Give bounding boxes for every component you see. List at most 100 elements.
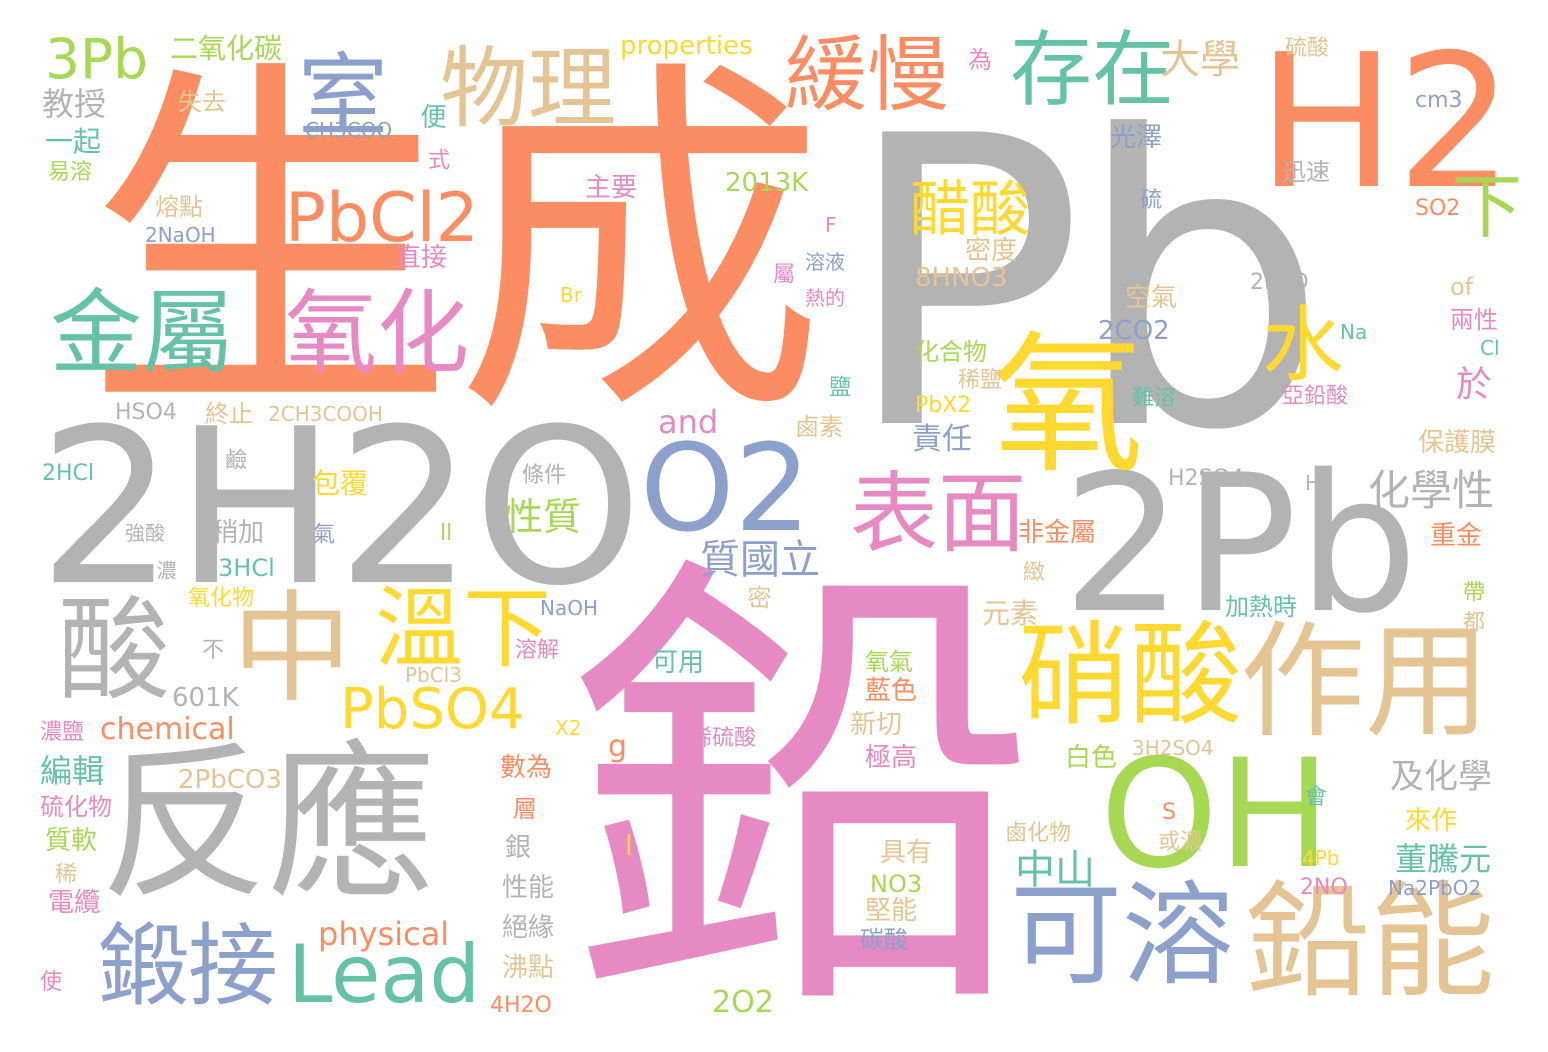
word-加熱時: 加熱時 bbox=[1225, 593, 1297, 621]
word-稍加: 稍加 bbox=[212, 518, 265, 548]
word-F: F bbox=[825, 213, 837, 237]
word-物理: 物理 bbox=[440, 37, 617, 140]
word-保護膜: 保護膜 bbox=[1418, 428, 1497, 458]
word-鹽: 鹽 bbox=[825, 375, 850, 399]
word-3H2SO4: 3H2SO4 bbox=[1132, 736, 1214, 760]
word-H: H bbox=[1305, 471, 1321, 495]
word-光澤: 光澤 bbox=[1110, 123, 1163, 153]
word-易溶: 易溶 bbox=[48, 160, 93, 185]
word-直接: 直接 bbox=[395, 243, 448, 273]
word-中山: 中山 bbox=[1015, 847, 1095, 893]
word-氧化: 氧化 bbox=[285, 280, 470, 387]
word-cm3: cm3 bbox=[1415, 88, 1463, 113]
word-溶解: 溶解 bbox=[515, 638, 560, 663]
word-難溶: 難溶 bbox=[1132, 386, 1177, 411]
word-緻: 緻 bbox=[1019, 560, 1044, 584]
word-稀硫酸: 稀硫酸 bbox=[690, 726, 757, 751]
word-鹵素: 鹵素 bbox=[795, 413, 843, 441]
word-空氣: 空氣 bbox=[1125, 283, 1178, 313]
word-條件: 條件 bbox=[522, 463, 567, 488]
word-醋酸: 醋酸 bbox=[910, 175, 1030, 245]
word-鹼: 鹼 bbox=[221, 448, 246, 472]
word-屬: 屬 bbox=[769, 262, 794, 286]
word-電纜: 電纜 bbox=[48, 888, 101, 918]
word-作用: 作用 bbox=[1240, 610, 1490, 755]
word-properties: properties bbox=[620, 31, 753, 61]
word-Pb: Pb bbox=[843, 53, 1328, 518]
word-硝酸: 硝酸 bbox=[1018, 611, 1242, 741]
word-董騰元: 董騰元 bbox=[1395, 840, 1492, 878]
word-2PbCO3: 2PbCO3 bbox=[178, 765, 282, 795]
word-鹵化物: 鹵化物 bbox=[1005, 821, 1072, 846]
word-熱的: 熱的 bbox=[805, 286, 845, 310]
word-絕緣: 絕緣 bbox=[502, 913, 555, 943]
word-g: g bbox=[608, 729, 628, 764]
word-PbCl2: PbCl2 bbox=[285, 179, 479, 258]
word-硫: 硫 bbox=[1140, 188, 1163, 213]
word-X2: X2 bbox=[555, 716, 582, 740]
word-鉛能: 鉛能 bbox=[1245, 870, 1495, 1015]
word-鍛接: 鍛接 bbox=[98, 914, 278, 1019]
word-2PbO: 2PbO bbox=[1250, 270, 1309, 295]
word-O2: O2 bbox=[640, 420, 811, 559]
word-二氧化碳: 二氧化碳 bbox=[170, 32, 283, 65]
word-2013K: 2013K bbox=[725, 168, 809, 198]
word-極高: 極高 bbox=[865, 743, 918, 773]
word-氧氣: 氧氣 bbox=[865, 648, 913, 676]
word-OH: OH bbox=[1100, 728, 1331, 902]
word-2HCl: 2HCl bbox=[42, 461, 95, 486]
word-Br: Br bbox=[560, 283, 582, 307]
word-元素: 元素 bbox=[982, 597, 1039, 630]
word-碳酸: 碳酸 bbox=[860, 926, 908, 954]
word-氧: 氧 bbox=[992, 317, 1144, 494]
word-於: 於 bbox=[1450, 365, 1491, 403]
word-包覆: 包覆 bbox=[312, 467, 369, 500]
word-反應: 反應 bbox=[100, 726, 436, 922]
word-PbX2: PbX2 bbox=[915, 393, 972, 418]
word-非金屬: 非金屬 bbox=[1018, 518, 1097, 548]
word-金屬: 金屬 bbox=[50, 280, 235, 387]
word-責任: 責任 bbox=[912, 422, 972, 457]
word-質國立: 質國立 bbox=[700, 537, 820, 583]
word-存在: 存在 bbox=[1010, 23, 1175, 118]
word-Cl: Cl bbox=[1480, 336, 1500, 360]
word-重金: 重金 bbox=[1430, 521, 1483, 551]
word-可用: 可用 bbox=[652, 648, 705, 678]
word-密度: 密度 bbox=[965, 236, 1018, 266]
word-鉛: 鉛 bbox=[566, 521, 1036, 1052]
word-便: 便 bbox=[416, 103, 446, 131]
word-都: 都 bbox=[1459, 610, 1484, 634]
word-硫酸: 硫酸 bbox=[1285, 36, 1330, 61]
word-或濃: 或濃 bbox=[1158, 830, 1203, 855]
word-數為: 數為 bbox=[500, 753, 553, 783]
word-一起: 一起 bbox=[45, 125, 102, 158]
word-H2: H2 bbox=[1257, 14, 1514, 230]
word-質軟: 質軟 bbox=[45, 826, 98, 856]
word-稀: 稀 bbox=[51, 862, 76, 886]
word-可溶: 可溶 bbox=[1010, 871, 1234, 1001]
word-中: 中 bbox=[232, 580, 352, 719]
word-2CH3COOH: 2CH3COOH bbox=[268, 402, 383, 426]
word-溶液: 溶液 bbox=[805, 250, 845, 274]
word-緩慢: 緩慢 bbox=[785, 28, 950, 123]
word-2H2O: 2H2O bbox=[38, 382, 643, 633]
word-教授: 教授 bbox=[42, 85, 107, 123]
word-稀鹽: 稀鹽 bbox=[958, 368, 1003, 393]
word-l: l bbox=[625, 829, 633, 862]
word-8HNO3: 8HNO3 bbox=[915, 263, 1008, 293]
word-新切: 新切 bbox=[850, 710, 903, 740]
word-NaOH: NaOH bbox=[540, 596, 598, 620]
word-失去: 失去 bbox=[178, 88, 226, 116]
word-濃鹽: 濃鹽 bbox=[40, 720, 85, 745]
word-亞鉛酸: 亞鉛酸 bbox=[1282, 384, 1349, 409]
word-and: and bbox=[658, 403, 719, 441]
word-堅能: 堅能 bbox=[865, 896, 918, 926]
word-終止: 終止 bbox=[205, 400, 253, 428]
word-性能: 性能 bbox=[502, 873, 555, 903]
word-2Pb: 2Pb bbox=[1062, 434, 1419, 655]
word-溫下: 溫下 bbox=[375, 577, 552, 680]
word-銀: 銀 bbox=[505, 833, 532, 863]
word-HSO4: HSO4 bbox=[115, 400, 177, 425]
word-會: 會 bbox=[1305, 785, 1328, 810]
word-2NaOH: 2NaOH bbox=[145, 223, 216, 247]
